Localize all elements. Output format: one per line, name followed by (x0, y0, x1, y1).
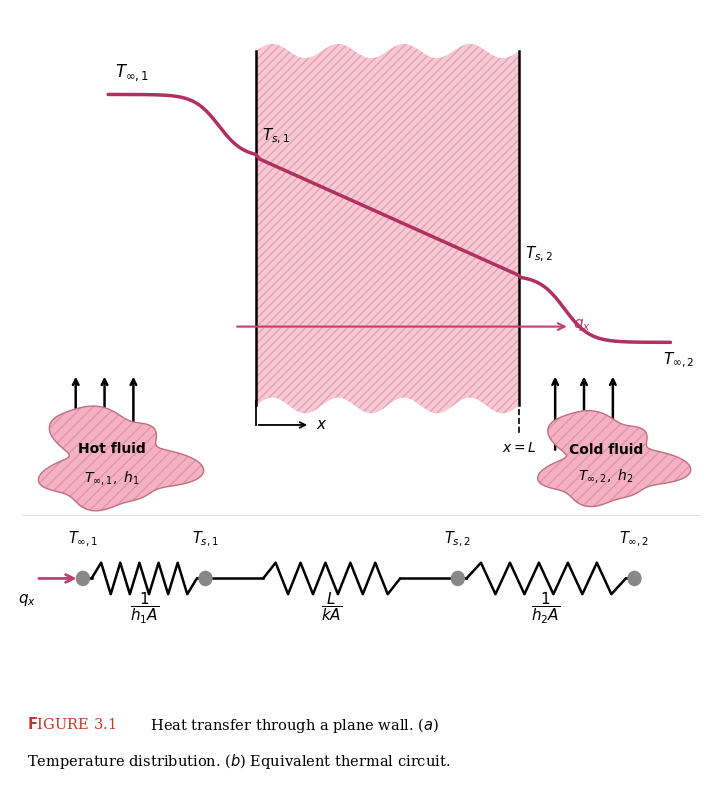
Text: $q_x$: $q_x$ (17, 593, 36, 608)
Text: $T_{\infty,1},\ h_1$: $T_{\infty,1},\ h_1$ (84, 469, 140, 486)
Text: $T_{\infty,2},\ h_2$: $T_{\infty,2},\ h_2$ (578, 467, 634, 485)
Text: $x = L$: $x = L$ (502, 441, 536, 455)
Text: Temperature distribution. ($b$) Equivalent thermal circuit.: Temperature distribution. ($b$) Equivale… (27, 752, 451, 770)
Circle shape (628, 571, 641, 586)
Text: $\dfrac{1}{h_2 A}$: $\dfrac{1}{h_2 A}$ (531, 590, 561, 626)
Circle shape (76, 571, 89, 586)
Text: $T_{\infty,2}$: $T_{\infty,2}$ (663, 350, 694, 370)
Text: $\dfrac{L}{kA}$: $\dfrac{L}{kA}$ (321, 590, 342, 623)
Text: $q_x$: $q_x$ (573, 317, 591, 333)
Text: $x$: $x$ (316, 417, 327, 433)
Circle shape (451, 571, 464, 586)
Text: $\dfrac{1}{h_1 A}$: $\dfrac{1}{h_1 A}$ (130, 590, 159, 626)
Text: $T_{\infty,2}$: $T_{\infty,2}$ (619, 529, 650, 549)
Circle shape (199, 571, 212, 586)
Text: $T_{s,1}$: $T_{s,1}$ (192, 529, 219, 549)
Text: Cold fluid: Cold fluid (569, 443, 642, 457)
Text: $T_{s,1}$: $T_{s,1}$ (262, 126, 290, 146)
Polygon shape (38, 406, 204, 511)
Text: Heat transfer through a plane wall. ($a$): Heat transfer through a plane wall. ($a$… (141, 716, 439, 735)
Text: Hot fluid: Hot fluid (78, 442, 146, 456)
Text: $T_{s,2}$: $T_{s,2}$ (444, 529, 472, 549)
Text: $T_{\infty,1}$: $T_{\infty,1}$ (115, 62, 149, 83)
Polygon shape (256, 44, 519, 413)
Polygon shape (538, 411, 691, 507)
Text: $T_{\infty,1}$: $T_{\infty,1}$ (68, 529, 98, 549)
Text: $T_{s,2}$: $T_{s,2}$ (525, 244, 553, 264)
Text: $\mathbf{F}$IGURE 3.1: $\mathbf{F}$IGURE 3.1 (27, 716, 117, 732)
